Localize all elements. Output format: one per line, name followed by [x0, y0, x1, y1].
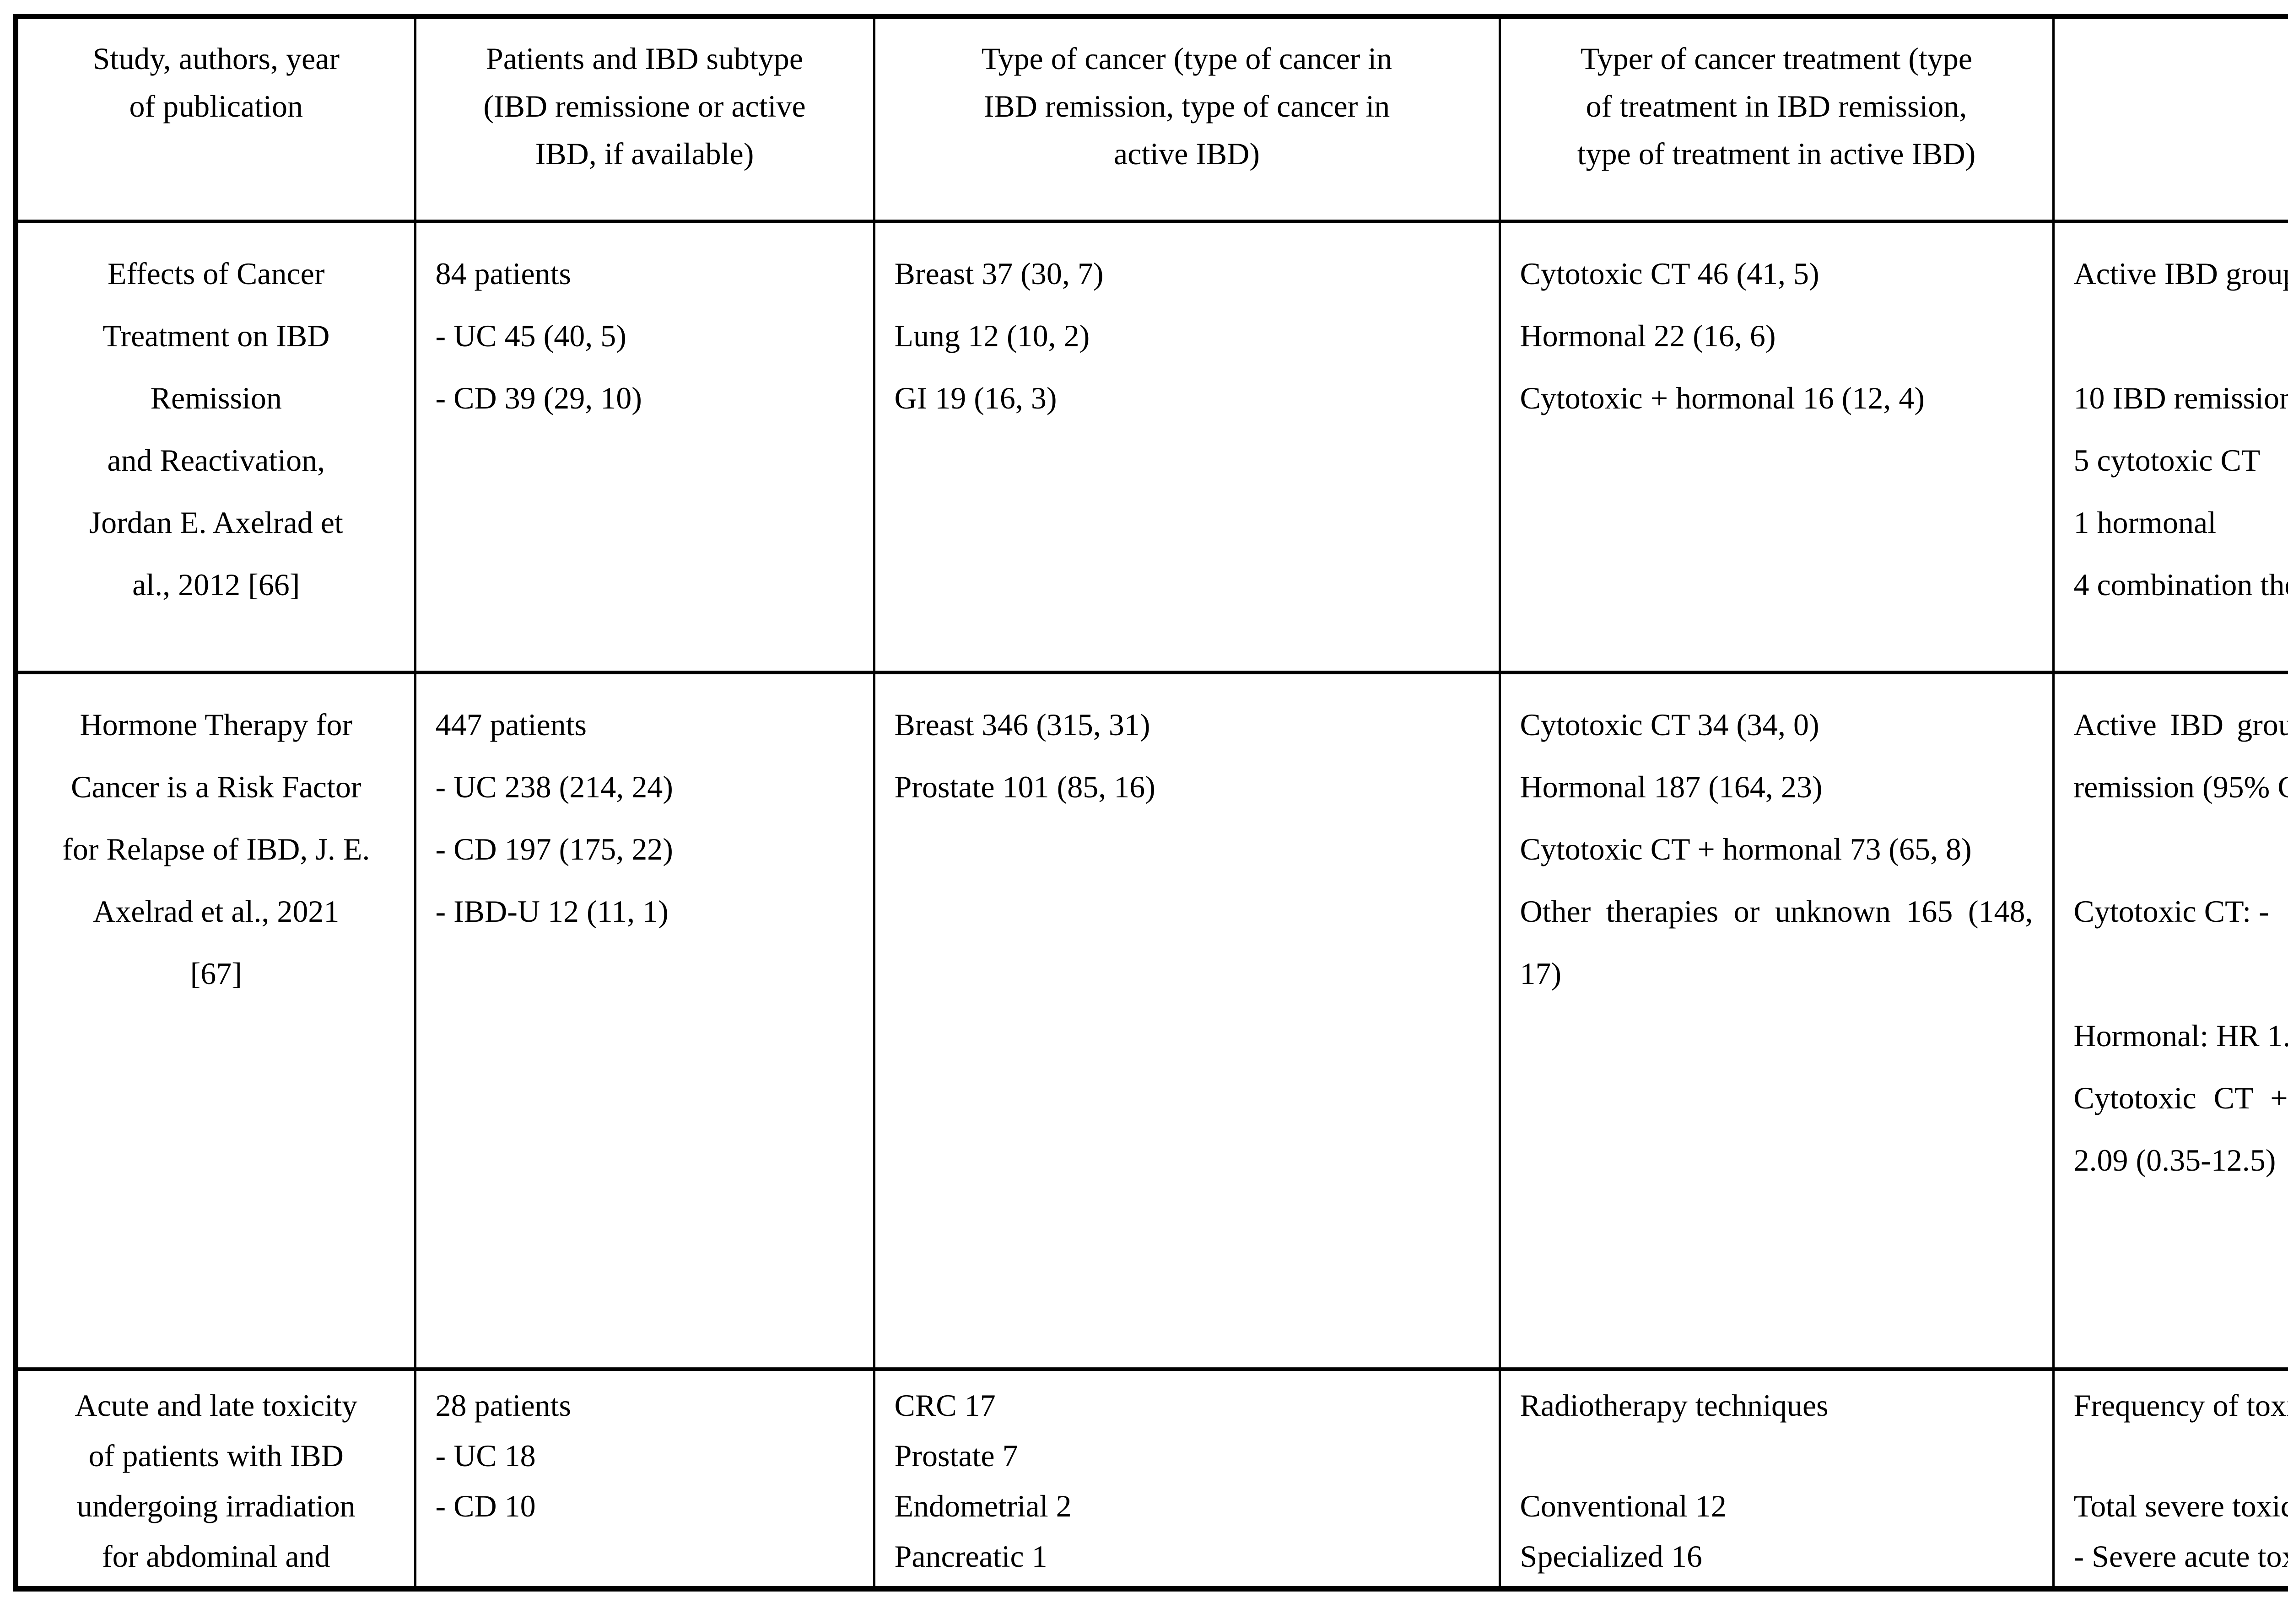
text-line: Conventional 12 — [1520, 1489, 1727, 1523]
text-line: Jordan E. Axelrad et — [89, 505, 343, 540]
text-line: [67] — [190, 956, 242, 991]
text-line: Effects of Cancer — [107, 256, 325, 291]
header-row: Study, authors, year of publication Patie… — [14, 15, 2288, 223]
cancer-type-cell: CRC 17 Prostate 7 Endometrial 2 Pancreatic … — [873, 1367, 1501, 1591]
text-line: Cytotoxic CT + hormonal 73 (65, 8) — [1520, 832, 1972, 866]
text-line: (IBD remissione or active — [483, 89, 806, 124]
text-line: Type of cancer (type of cancer in — [981, 41, 1392, 76]
studies-results-table: Study, authors, year of publication Patie… — [13, 14, 2288, 1592]
text-line: al., 2012 [66] — [132, 567, 300, 602]
text-line: Endometrial 2 — [894, 1489, 1072, 1523]
text-line: Active IBD group — [2073, 256, 2288, 291]
text-line: - CD 39 (29, 10) — [435, 381, 642, 415]
text-line: 447 patients — [435, 707, 587, 742]
cancer-type-cell: Breast 346 (315, 31) Prostate 101 (85, 16… — [873, 671, 1501, 1371]
treatment-cell: Cytotoxic CT 34 (34, 0) Hormonal 187 (164… — [1498, 671, 2055, 1371]
header-study-authors-year: Study, authors, year of publication — [14, 15, 416, 223]
patients-cell: 84 patients - UC 45 (40, 5) - CD 39 (29, 1… — [414, 220, 875, 674]
text-line: Breast 37 (30, 7) — [894, 256, 1104, 291]
text-line: IBD remission, type of cancer in — [983, 89, 1390, 124]
text-line: Treatment on IBD — [103, 318, 330, 353]
header-patients-ibd-subtype: Patients and IBD subtype (IBD remissione … — [414, 15, 875, 223]
text-line: Patients and IBD subtype — [486, 41, 804, 76]
text-line: IBD, if available) — [535, 136, 754, 171]
table-row-irradiation-toxicity: Acute and late toxicity of patients with … — [14, 1367, 2288, 1591]
text-line: Axelrad et al., 2021 — [93, 894, 340, 929]
patients-cell: 447 patients - UC 238 (214, 24) - CD 197 (… — [414, 671, 875, 1371]
text-line: - CD 10 — [435, 1489, 536, 1523]
text-line: Specialized 16 — [1520, 1539, 1702, 1574]
text-line: of publication — [129, 89, 303, 124]
text-line: 84 patients — [435, 256, 572, 291]
results-merged-cell: Frequency of toxicities* (conventional, … — [2052, 1367, 2288, 1591]
text-line: - UC 18 — [435, 1438, 536, 1473]
text-line: Remission — [150, 381, 282, 415]
text-line: Study, authors, year — [92, 41, 340, 76]
treatment-cell: Cytotoxic CT 46 (41, 5) Hormonal 22 (16, … — [1498, 220, 2055, 674]
text-line: for abdominal and — [102, 1539, 330, 1574]
text-line: 10 IBD remission: — [2073, 381, 2288, 415]
text-line: for Relapse of IBD, J. E. — [62, 832, 370, 866]
text-line: Total severe toxicity 46% (58%, 38%) — [2073, 1489, 2288, 1523]
text-line — [2074, 942, 2288, 1005]
text-line — [2074, 818, 2288, 880]
text-line: - IBD-U 12 (11, 1) — [435, 894, 669, 929]
text-line: 1 hormonal — [2073, 505, 2217, 540]
text-line: Cytotoxic CT + hormonal: HR 2.09 (0.35-1… — [2073, 1081, 2288, 1178]
text-line: Active IBD group, risk for IBD remission… — [2073, 707, 2288, 804]
header-main-results-label: Main results — [2073, 35, 2288, 82]
text-line: Pancreatic 1 — [894, 1539, 1047, 1574]
text-line: Cytotoxic CT 34 (34, 0) — [1520, 707, 1819, 742]
text-line: Hormonal 22 (16, 6) — [1520, 318, 1776, 353]
text-line: type of treatment in active IBD) — [1577, 136, 1976, 171]
text-line: Lung 12 (10, 2) — [894, 318, 1090, 353]
study-cell: Acute and late toxicity of patients with … — [14, 1367, 416, 1591]
text-line: Typer of cancer treatment (type — [1580, 41, 1973, 76]
results-active-ibd-cell: Active IBD group 10 IBD remission: 5 cyto… — [2052, 220, 2288, 674]
text-line: Radiotherapy techniques — [1520, 1388, 1829, 1423]
text-line: Prostate 7 — [894, 1438, 1018, 1473]
text-line: Cytotoxic CT: - — [2073, 894, 2269, 929]
study-cell: Effects of Cancer Treatment on IBD Remissi… — [14, 220, 416, 674]
text-line: Cancer is a Risk Factor — [70, 769, 362, 804]
text-line: 5 cytotoxic CT — [2073, 443, 2261, 478]
text-line: Cytotoxic + hormonal 16 (12, 4) — [1520, 381, 1925, 415]
text-line: Acute and late toxicity — [75, 1388, 357, 1423]
text-line: - CD 197 (175, 22) — [435, 832, 673, 866]
cancer-type-cell: Breast 37 (30, 7) Lung 12 (10, 2) GI 19 (1… — [873, 220, 1501, 674]
text-line: - Severe acute toxicity 21% (17%, 25%) — [2073, 1539, 2288, 1574]
text-line: CRC 17 — [894, 1388, 996, 1423]
text-line: Cytotoxic CT 46 (41, 5) — [1520, 256, 1819, 291]
text-line: Hormonal: HR 1.98 (0.42-9.34) — [2073, 1018, 2288, 1053]
text-line: Frequency of toxicities* (conventional, … — [2073, 1388, 2288, 1423]
text-line: of treatment in IBD remission, — [1586, 89, 1967, 124]
header-type-of-cancer: Type of cancer (type of cancer in IBD rem… — [873, 15, 1501, 223]
header-type-of-cancer-treatment: Typer of cancer treatment (type of treatm… — [1498, 15, 2055, 223]
patients-cell: 28 patients - UC 18 - CD 10 — [414, 1367, 875, 1591]
text-line — [2074, 1430, 2288, 1481]
text-line: undergoing irradiation — [76, 1489, 356, 1523]
text-line: active IBD) — [1113, 136, 1260, 171]
study-cell: Hormone Therapy for Cancer is a Risk Fact… — [14, 671, 416, 1371]
text-line: Breast 346 (315, 31) — [894, 707, 1150, 742]
text-line: Other therapies or unknown 165 (148, 17) — [1520, 894, 2033, 991]
table-row-axelrad-2021: Hormone Therapy for Cancer is a Risk Fact… — [14, 671, 2288, 1371]
table-row-axelrad-2012: Effects of Cancer Treatment on IBD Remissi… — [14, 220, 2288, 674]
text-line: GI 19 (16, 3) — [894, 381, 1057, 415]
text-line: - UC 45 (40, 5) — [435, 318, 626, 353]
text-line: - UC 238 (214, 24) — [435, 769, 673, 804]
text-line — [1520, 1430, 2033, 1481]
text-line: 28 patients — [435, 1388, 572, 1423]
text-line: of patients with IBD — [88, 1438, 344, 1473]
text-line: and Reactivation, — [107, 443, 325, 478]
results-active-ibd-cell: Active IBD group, risk for IBD remission… — [2052, 671, 2288, 1371]
header-main-results: Main results — [2052, 15, 2288, 223]
text-line: Hormonal 187 (164, 23) — [1520, 769, 1823, 804]
text-line: Prostate 101 (85, 16) — [894, 769, 1155, 804]
text-line: Hormone Therapy for — [80, 707, 352, 742]
text-line: 4 combination therapy — [2073, 567, 2288, 602]
treatment-cell: Radiotherapy techniques Conventional 12 S… — [1498, 1367, 2055, 1591]
text-line — [2074, 305, 2288, 367]
